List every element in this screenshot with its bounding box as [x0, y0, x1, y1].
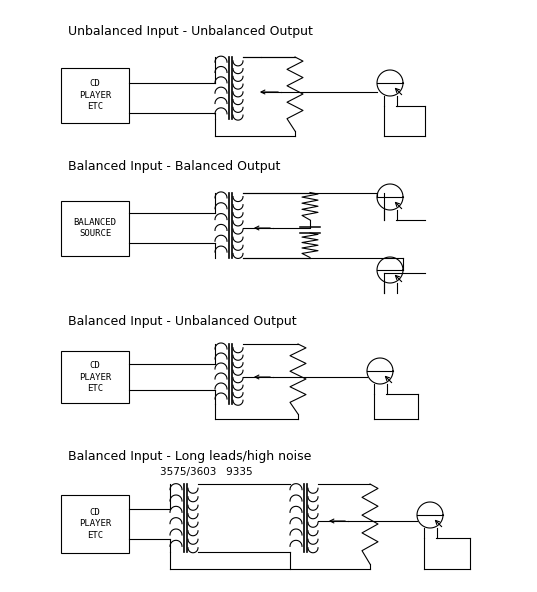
Text: CD
PLAYER
ETC: CD PLAYER ETC — [79, 79, 111, 111]
Text: Balanced Input - Long leads/high noise: Balanced Input - Long leads/high noise — [68, 450, 311, 463]
Text: CD
PLAYER
ETC: CD PLAYER ETC — [79, 361, 111, 392]
Text: Unbalanced Input - Unbalanced Output: Unbalanced Input - Unbalanced Output — [68, 25, 313, 38]
Text: Balanced Input - Unbalanced Output: Balanced Input - Unbalanced Output — [68, 315, 296, 328]
Bar — [61, 495, 129, 553]
Bar — [61, 351, 129, 403]
Text: BALANCED
SOURCE: BALANCED SOURCE — [74, 218, 117, 238]
Bar — [61, 201, 129, 256]
Text: CD
PLAYER
ETC: CD PLAYER ETC — [79, 509, 111, 539]
Text: Balanced Input - Balanced Output: Balanced Input - Balanced Output — [68, 160, 280, 173]
Text: 3575/3603   9335: 3575/3603 9335 — [160, 467, 252, 477]
Bar — [61, 67, 129, 123]
